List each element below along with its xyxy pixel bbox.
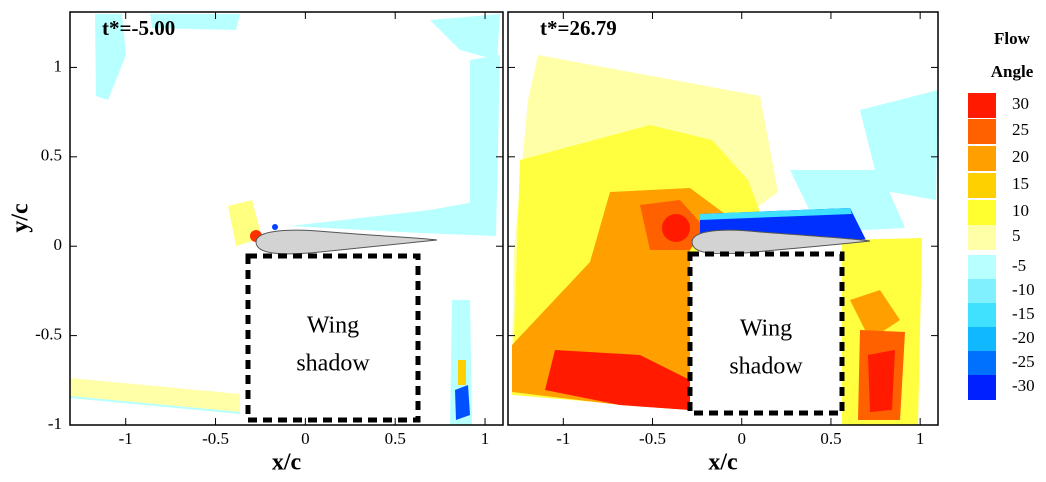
colorbar-label: 20 [1012,147,1029,166]
x-tick-label: 0 [737,429,746,448]
wing-shadow-label: shadow [296,351,370,377]
plot-frame [69,11,504,426]
y-tick-label: 1 [54,56,63,75]
x-tick-label: -0.5 [639,429,666,448]
y-tick-label: -1 [48,414,62,433]
x-tick-label: 1 [916,429,925,448]
y-tick-label: 0 [54,235,63,254]
plot-frame [507,11,939,426]
x-axis-label: x/c [708,450,738,476]
x-tick-label: -0.5 [202,429,229,448]
colorbar-label: -30 [1012,376,1035,395]
colorbar-label: -5 [1012,256,1026,275]
colorbar-swatch [968,225,996,250]
y-axis-label: y/c [8,203,34,233]
x-tick-label: 0.5 [385,429,406,448]
y-tick-label: 0.5 [41,146,62,165]
wing-shadow-box [245,253,421,423]
colorbar-label: -20 [1012,328,1035,347]
colorbar-label: 15 [1012,174,1029,193]
colorbar-swatch [968,351,996,376]
airfoil [691,229,871,255]
y-tick-label: -0.5 [35,325,62,344]
colorbar-swatch [968,303,996,328]
colorbar-swatch [968,146,996,171]
colorbar-label: 10 [1012,201,1029,220]
colorbar-swatch [968,375,996,400]
colorbar-label: -15 [1012,304,1035,323]
colorbar-swatch [968,327,996,352]
colorbar-title: Flow [994,29,1031,48]
x-tick-label: -1 [556,429,570,448]
colorbar-swatch [968,173,996,198]
colorbar-swatch [968,200,996,225]
panel-annotation: t*=26.79 [540,16,617,40]
contour-field-left [70,14,500,425]
colorbar-label: 5 [1012,226,1021,245]
x-tick-label: 0.5 [820,429,841,448]
colorbar-label: 25 [1012,120,1029,139]
wing-shadow-label: shadow [729,354,803,380]
airfoil [255,229,438,255]
colorbar-swatch [968,119,996,144]
x-tick-label: 0 [301,429,310,448]
contour-field-right [512,55,938,425]
colorbar-swatch [968,255,996,280]
x-tick-label: -1 [119,429,133,448]
wing-shadow-label: Wing [740,316,792,342]
wing-shadow-label: Wing [307,313,359,339]
x-axis-label: x/c [272,450,302,476]
panel-annotation: t*=-5.00 [102,16,175,40]
colorbar-swatch [968,93,996,118]
colorbar-label: 30 [1012,94,1029,113]
colorbar-title: Angle [991,62,1034,81]
colorbar-label: -10 [1012,280,1035,299]
colorbar-label: -25 [1012,352,1035,371]
colorbar-swatch [968,279,996,304]
wing-shadow-box [687,251,845,416]
x-tick-label: 1 [481,429,490,448]
